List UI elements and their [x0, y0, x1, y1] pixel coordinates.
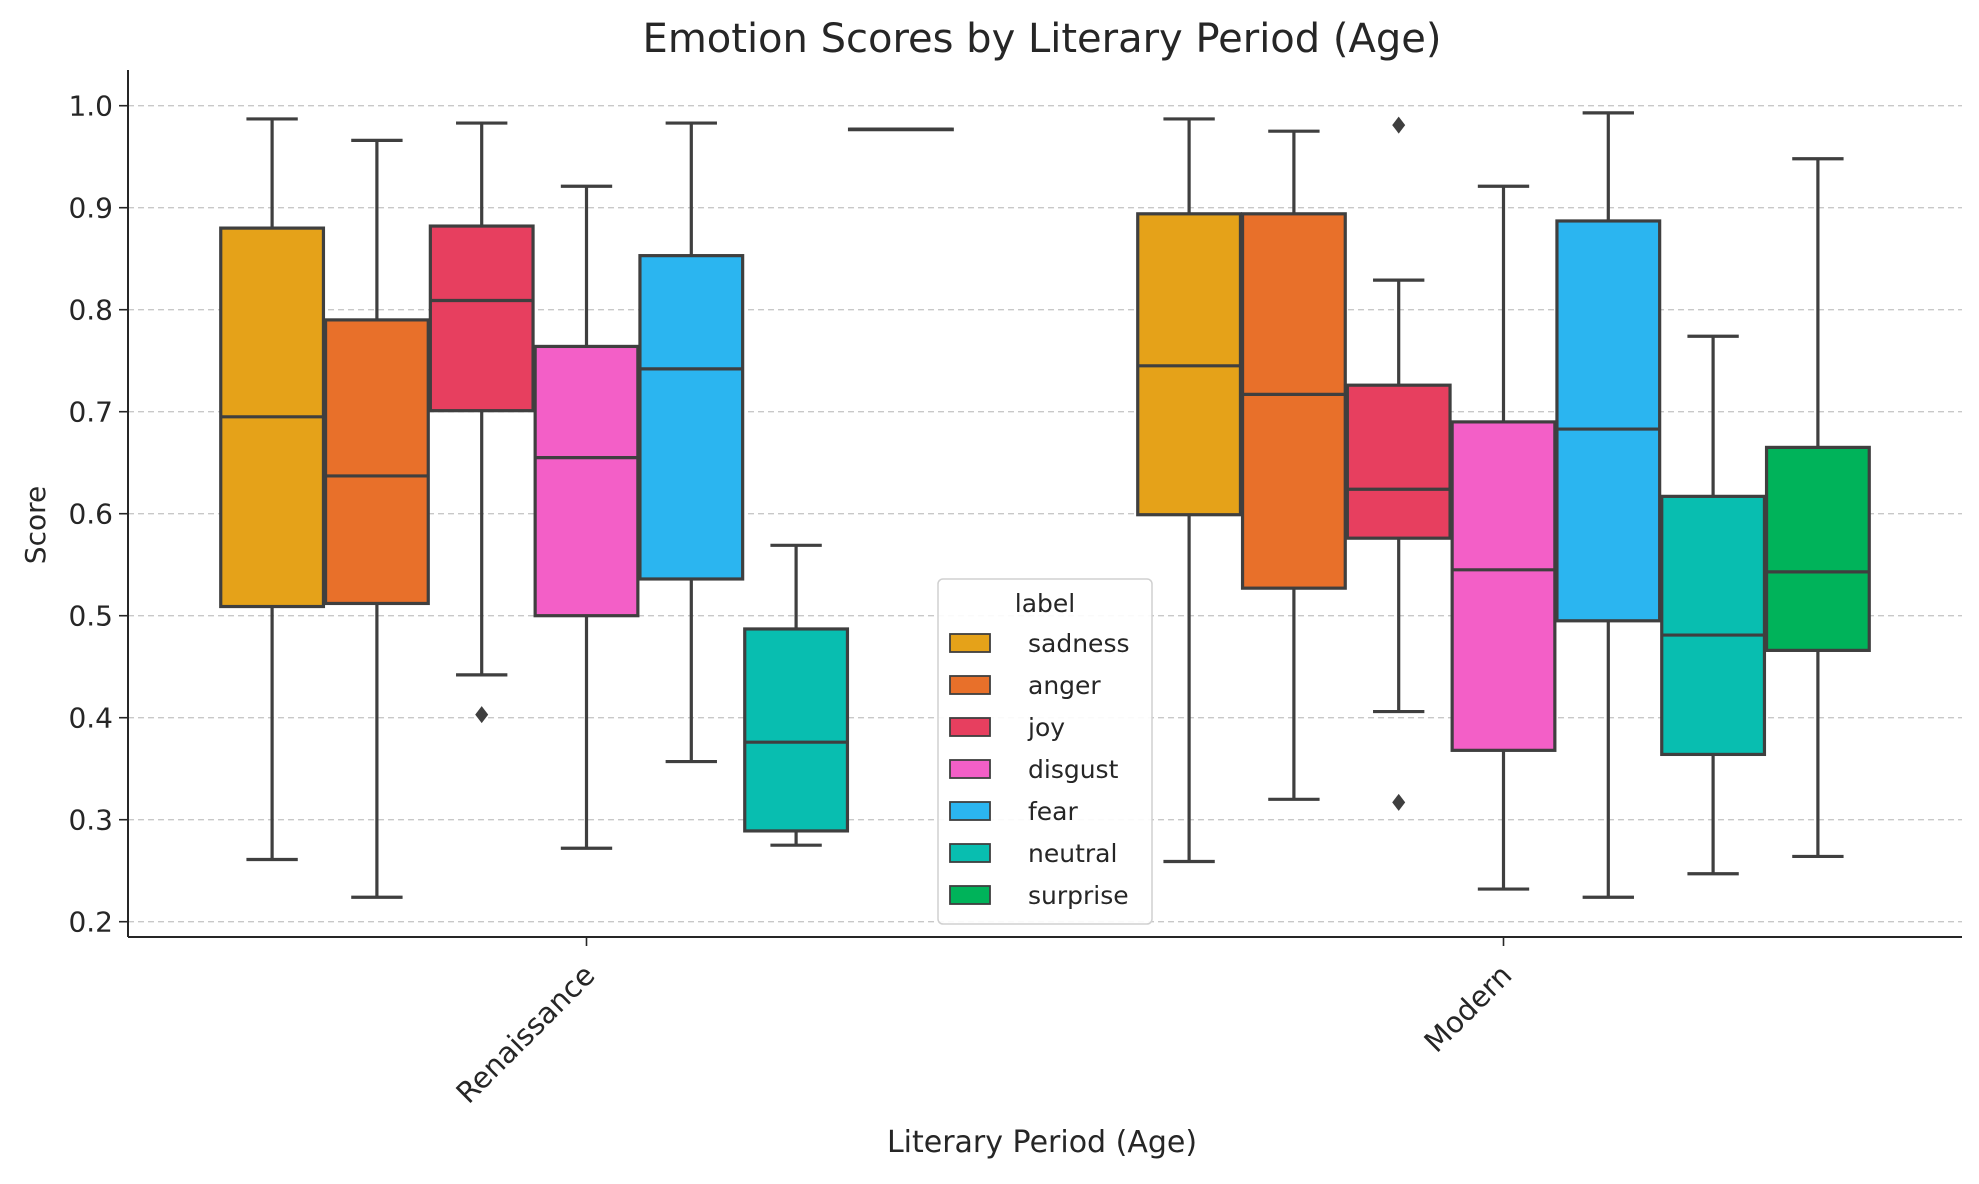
box-body	[638, 254, 745, 581]
box-anger	[1240, 129, 1347, 801]
y-tick-label: 0.6	[68, 498, 113, 531]
box-disgust	[533, 184, 640, 850]
legend-item-anger: anger	[949, 671, 1101, 700]
legend-swatch	[949, 843, 991, 863]
box-body	[1555, 219, 1662, 623]
y-tick-label: 0.5	[68, 600, 113, 633]
box-body	[323, 318, 430, 606]
box-anger	[323, 138, 430, 899]
outlier-point	[1392, 116, 1406, 134]
legend-item-fear: fear	[949, 797, 1079, 826]
y-tick-label: 0.7	[68, 396, 113, 429]
legend-swatch	[949, 801, 991, 821]
box-body	[1660, 494, 1767, 757]
box-body	[428, 224, 535, 413]
legend-label: surprise	[1028, 881, 1129, 910]
box-fear	[1555, 111, 1662, 899]
box-body	[1345, 383, 1452, 540]
box-neutral	[743, 543, 850, 847]
legend-label: sadness	[1028, 629, 1130, 658]
box-body	[1764, 445, 1871, 652]
y-tick-label: 1.0	[68, 90, 113, 123]
box-joy	[428, 121, 535, 724]
box-body	[743, 627, 850, 833]
y-axis-label: Score	[19, 486, 52, 564]
legend-item-sadness: sadness	[949, 629, 1130, 658]
y-tick-label: 0.8	[68, 294, 113, 327]
legend-item-joy: joy	[949, 713, 1065, 742]
outlier-point	[475, 706, 489, 724]
x-tick-label: Renaissance	[449, 958, 601, 1110]
legend-label: anger	[1028, 671, 1101, 700]
legend: label sadness anger joy disgust fear neutral su…	[937, 578, 1153, 925]
box-neutral	[1660, 334, 1767, 876]
legend-swatch	[949, 885, 991, 905]
box-body	[1450, 420, 1557, 752]
legend-swatch	[949, 717, 991, 737]
y-tick-label: 0.4	[68, 702, 113, 735]
legend-swatch	[949, 633, 991, 653]
box-joy	[1345, 116, 1452, 811]
chart-title: Emotion Scores by Literary Period (Age)	[643, 16, 1442, 62]
legend-title: label	[1015, 589, 1075, 618]
box-surprise	[847, 127, 954, 132]
legend-label: fear	[1028, 797, 1079, 826]
y-tick-label: 0.9	[68, 192, 113, 225]
x-axis-label: Literary Period (Age)	[887, 1125, 1197, 1160]
legend-item-neutral: neutral	[949, 839, 1117, 868]
box-sadness	[219, 117, 326, 862]
y-tick-label: 0.2	[68, 906, 113, 939]
box-disgust	[1450, 184, 1557, 891]
box-body	[533, 344, 640, 618]
x-tick-label: Modern	[1417, 958, 1518, 1059]
box-surprise	[1764, 157, 1871, 859]
outlier-point	[1392, 793, 1406, 811]
legend-box	[937, 578, 1153, 925]
y-tick-label: 0.3	[68, 804, 113, 837]
plot-area	[219, 111, 1871, 899]
legend-item-disgust: disgust	[949, 755, 1119, 784]
legend-label: joy	[1027, 713, 1065, 742]
legend-swatch	[949, 759, 991, 779]
legend-label: neutral	[1028, 839, 1117, 868]
box-fear	[638, 121, 745, 764]
legend-swatch	[949, 675, 991, 695]
box-sadness	[1136, 117, 1243, 864]
box-body	[1240, 212, 1347, 590]
legend-item-surprise: surprise	[949, 881, 1129, 910]
legend-label: disgust	[1028, 755, 1119, 784]
